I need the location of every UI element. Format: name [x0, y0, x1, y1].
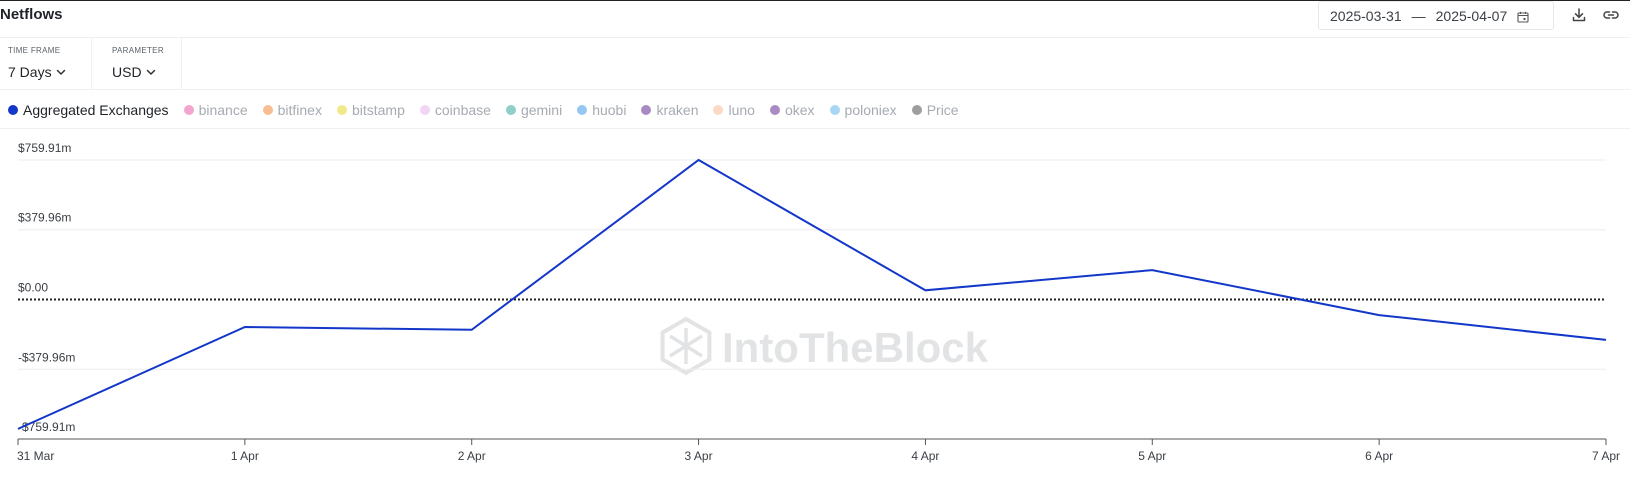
legend-label: kraken — [656, 102, 699, 118]
legend-dot — [641, 105, 652, 115]
legend-dot — [769, 105, 780, 115]
legend-item-coinbase[interactable]: coinbase — [419, 102, 491, 118]
legend-item-bitfinex[interactable]: bitfinex — [262, 102, 322, 118]
legend-dot — [262, 105, 273, 115]
page-title: Netflows — [0, 6, 63, 23]
chevron-down-icon — [56, 69, 65, 75]
legend-item-okex[interactable]: okex — [769, 102, 815, 118]
parameter-value: USD — [112, 64, 142, 80]
date-separator: — — [1411, 7, 1426, 24]
controls-divider — [0, 89, 1630, 90]
parameter-select[interactable]: USD — [112, 64, 181, 80]
legend-item-aggregated-exchanges[interactable]: Aggregated Exchanges — [8, 102, 169, 118]
legend-label: poloniex — [844, 102, 897, 118]
legend-label: Price — [926, 102, 959, 118]
x-tick-label: 3 Apr — [685, 449, 713, 463]
legend-dot — [336, 105, 347, 115]
legend-label: coinbase — [434, 102, 491, 118]
x-tick-label: 2 Apr — [458, 449, 486, 463]
date-end: 2025-04-07 — [1435, 7, 1508, 24]
legend-label: gemini — [520, 102, 563, 118]
x-tick-label: 31 Mar — [17, 449, 54, 463]
legend-label: bitfinex — [277, 102, 322, 118]
x-tick-label: 6 Apr — [1365, 449, 1393, 463]
legend-dot — [713, 105, 724, 115]
legend-dot — [829, 105, 840, 115]
top-border — [0, 0, 1630, 1]
calendar-icon — [1517, 10, 1529, 23]
legend-label: huobi — [592, 102, 627, 118]
legend-dot — [183, 105, 194, 115]
legend-label: okex — [784, 102, 815, 118]
legend-label: binance — [198, 102, 248, 118]
parameter-control: PARAMETER USD — [92, 38, 182, 89]
x-tick-label: 5 Apr — [1138, 449, 1166, 463]
x-tick-label: 1 Apr — [231, 449, 259, 463]
y-tick-label: $759.91m — [18, 141, 71, 155]
link-icon[interactable] — [1602, 6, 1620, 24]
chart-controls: TIME FRAME 7 Days PARAMETER USD — [0, 38, 182, 89]
x-tick-label: 7 Apr — [1592, 449, 1620, 463]
timeframe-value: 7 Days — [8, 64, 52, 80]
legend-label: luno — [728, 102, 755, 118]
series-line-aggregated-exchanges — [17, 158, 1607, 430]
date-start: 2025-03-31 — [1330, 7, 1402, 24]
legend-item-bitstamp[interactable]: bitstamp — [336, 102, 405, 118]
x-tick-label: 4 Apr — [911, 449, 939, 463]
legend-item-gemini[interactable]: gemini — [505, 102, 563, 118]
timeframe-select[interactable]: 7 Days — [8, 64, 91, 80]
y-tick-label: $0.00 — [18, 281, 48, 295]
chevron-down-icon — [146, 69, 155, 75]
legend-item-binance[interactable]: binance — [183, 102, 248, 118]
watermark-logo-mark — [669, 328, 703, 364]
legend-item-poloniex[interactable]: poloniex — [829, 102, 897, 118]
legend-dot — [577, 105, 588, 115]
legend-dot — [8, 105, 18, 115]
timeframe-label: TIME FRAME — [8, 46, 61, 55]
legend-item-luno[interactable]: luno — [713, 102, 755, 118]
watermark-text: IntoTheBlock — [722, 324, 989, 371]
chart-legend: Aggregated Exchanges binance bitfinex bitst… — [8, 100, 974, 120]
legend-dot — [419, 105, 430, 115]
download-icon[interactable] — [1570, 6, 1588, 24]
date-range-picker[interactable]: 2025-03-31 — 2025-04-07 — [1318, 1, 1554, 30]
parameter-label: PARAMETER — [112, 46, 164, 55]
y-tick-label: -$379.96m — [18, 350, 75, 364]
legend-dot — [505, 105, 516, 115]
legend-label: bitstamp — [351, 102, 405, 118]
legend-item-kraken[interactable]: kraken — [641, 102, 698, 118]
legend-item-huobi[interactable]: huobi — [577, 102, 626, 118]
header-divider — [0, 37, 1630, 38]
y-tick-label: -$759.91m — [18, 420, 75, 434]
timeframe-control: TIME FRAME 7 Days — [0, 38, 92, 89]
legend-dot — [911, 105, 922, 115]
watermark-logo-icon — [660, 316, 712, 376]
legend-divider — [0, 128, 1630, 129]
y-tick-label: $379.96m — [18, 211, 71, 225]
watermark: IntoTheBlock — [660, 316, 989, 376]
legend-label: Aggregated Exchanges — [23, 102, 169, 118]
legend-item-price[interactable]: Price — [911, 102, 959, 118]
